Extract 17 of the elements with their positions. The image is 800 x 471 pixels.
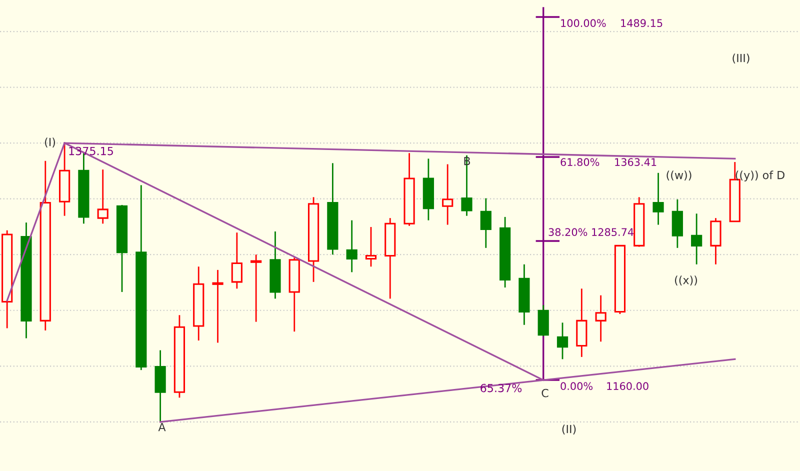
annotation: ((w)) [666,170,692,181]
annotation: 38.20% [548,228,588,236]
annotation: 1160.00 [607,382,648,390]
text: (II) [562,424,576,435]
annotation: 1285.74 [592,228,634,236]
annotation: 1363.41 [615,158,656,166]
annotation: ((x)) [674,276,697,286]
text: 1489.15 [621,19,662,28]
annotation: 61.80% [560,158,600,166]
text: 100.00% [561,19,606,28]
annotation: (I) [44,138,56,148]
text: (III) [732,54,750,64]
annotation: ((y)) of D [736,170,784,182]
annotation: 65.37% [480,384,522,392]
annotation: 0.00% [560,382,593,390]
text: A [158,422,166,432]
annotation: C [542,388,548,398]
